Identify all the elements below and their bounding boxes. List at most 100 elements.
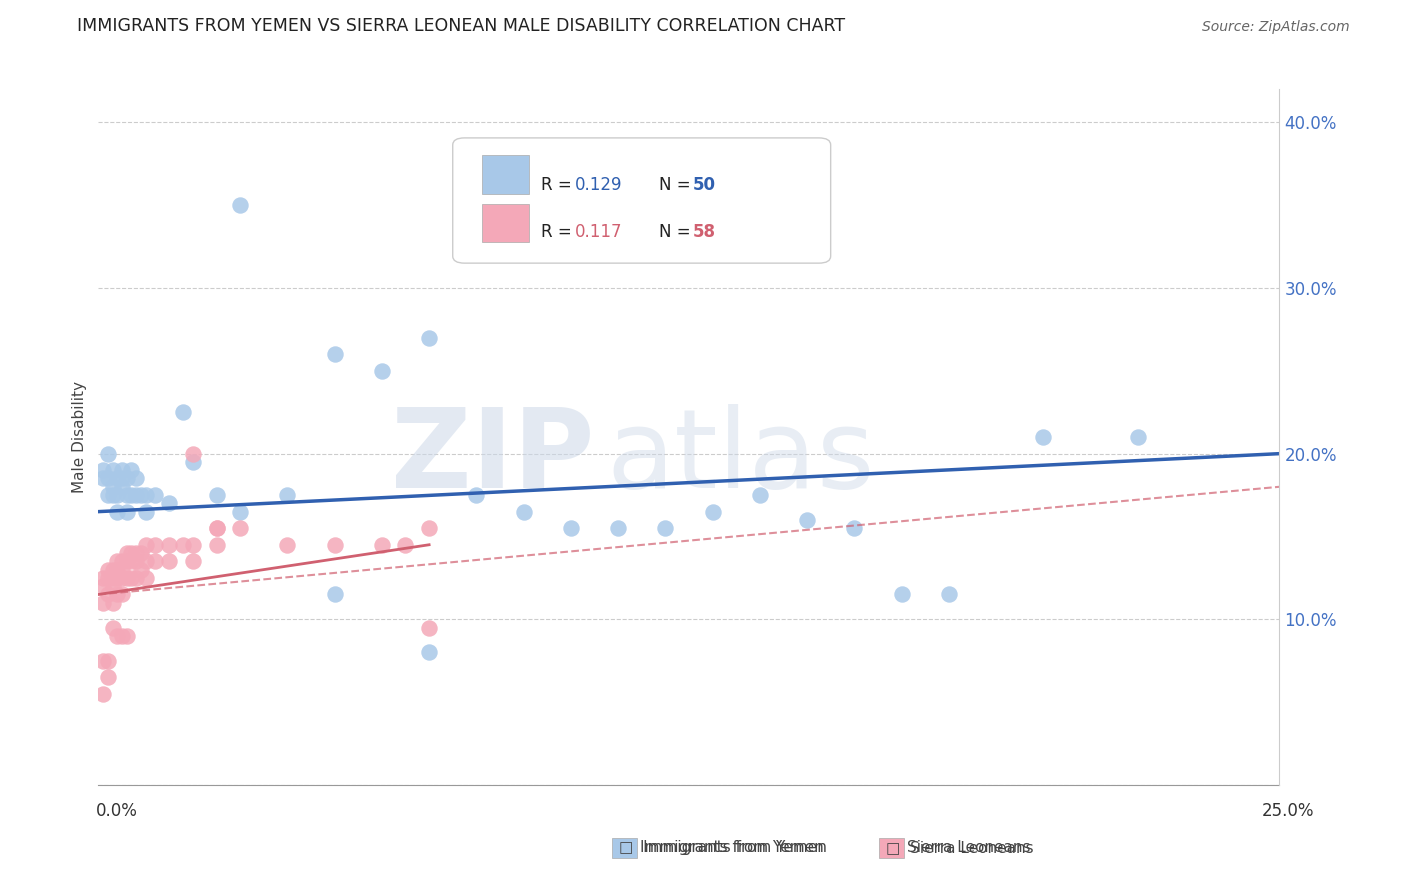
- Point: [181, 455, 204, 469]
- Point: [371, 364, 394, 378]
- Point: [129, 563, 152, 577]
- Point: [105, 571, 128, 585]
- Point: [157, 496, 180, 510]
- Point: [143, 538, 166, 552]
- Point: [323, 538, 346, 552]
- Point: [938, 587, 960, 601]
- Point: [111, 571, 134, 585]
- Point: [276, 488, 298, 502]
- Point: [560, 521, 582, 535]
- Point: [101, 571, 124, 585]
- Point: [105, 471, 128, 485]
- Point: [229, 198, 252, 212]
- Text: IMMIGRANTS FROM YEMEN VS SIERRA LEONEAN MALE DISABILITY CORRELATION CHART: IMMIGRANTS FROM YEMEN VS SIERRA LEONEAN …: [77, 17, 845, 35]
- Point: [97, 471, 120, 485]
- Text: 0.129: 0.129: [575, 177, 621, 194]
- Bar: [612, 838, 637, 858]
- Point: [97, 587, 120, 601]
- Point: [607, 521, 630, 535]
- Point: [105, 488, 128, 502]
- Point: [115, 571, 138, 585]
- Point: [111, 563, 134, 577]
- Point: [181, 538, 204, 552]
- Text: 50: 50: [693, 177, 716, 194]
- Point: [91, 579, 114, 593]
- Point: [121, 571, 143, 585]
- Text: N =: N =: [659, 223, 696, 241]
- Point: [115, 629, 138, 643]
- Point: [101, 463, 124, 477]
- Point: [844, 521, 866, 535]
- FancyBboxPatch shape: [482, 155, 530, 194]
- Point: [323, 347, 346, 361]
- Point: [111, 629, 134, 643]
- Point: [91, 463, 114, 477]
- Point: [125, 571, 148, 585]
- Point: [229, 505, 252, 519]
- Text: 0.0%: 0.0%: [96, 802, 138, 820]
- Point: [121, 546, 143, 560]
- Point: [105, 629, 128, 643]
- Point: [135, 505, 157, 519]
- Point: [181, 554, 204, 568]
- Point: [129, 546, 152, 560]
- Point: [890, 587, 912, 601]
- Point: [135, 571, 157, 585]
- Point: [418, 621, 440, 635]
- Text: R =: R =: [541, 223, 578, 241]
- Point: [205, 488, 228, 502]
- Point: [418, 521, 440, 535]
- Point: [748, 488, 770, 502]
- Point: [654, 521, 676, 535]
- Text: Source: ZipAtlas.com: Source: ZipAtlas.com: [1202, 21, 1350, 34]
- Text: □  Sierra Leoneans: □ Sierra Leoneans: [886, 840, 1033, 855]
- Point: [97, 563, 120, 577]
- Point: [105, 505, 128, 519]
- Point: [205, 521, 228, 535]
- Point: [105, 554, 128, 568]
- Point: [1126, 430, 1149, 444]
- Point: [105, 587, 128, 601]
- Point: [115, 488, 138, 502]
- Point: [371, 538, 394, 552]
- Point: [205, 521, 228, 535]
- Point: [229, 521, 252, 535]
- Point: [111, 471, 134, 485]
- Point: [111, 480, 134, 494]
- Point: [418, 331, 440, 345]
- Point: [121, 554, 143, 568]
- Text: N =: N =: [659, 177, 696, 194]
- Point: [702, 505, 724, 519]
- Point: [143, 554, 166, 568]
- Text: 25.0%: 25.0%: [1263, 802, 1315, 820]
- Text: 58: 58: [693, 223, 716, 241]
- FancyBboxPatch shape: [482, 204, 530, 243]
- Point: [111, 463, 134, 477]
- Point: [125, 546, 148, 560]
- Point: [121, 463, 143, 477]
- Point: [1032, 430, 1054, 444]
- Point: [91, 571, 114, 585]
- Point: [172, 405, 194, 419]
- Point: [157, 554, 180, 568]
- Point: [115, 505, 138, 519]
- Point: [512, 505, 534, 519]
- Point: [101, 596, 124, 610]
- Point: [172, 538, 194, 552]
- Point: [91, 654, 114, 668]
- Text: Immigrants from Yemen: Immigrants from Yemen: [640, 840, 824, 855]
- Point: [121, 488, 143, 502]
- Point: [111, 587, 134, 601]
- Point: [97, 654, 120, 668]
- Y-axis label: Male Disability: Male Disability: [72, 381, 87, 493]
- Text: R =: R =: [541, 177, 578, 194]
- Point: [143, 488, 166, 502]
- Point: [115, 554, 138, 568]
- Point: [129, 488, 152, 502]
- Text: □  Immigrants from Yemen: □ Immigrants from Yemen: [619, 840, 827, 855]
- Point: [97, 670, 120, 684]
- Point: [323, 587, 346, 601]
- Point: [135, 538, 157, 552]
- Point: [115, 546, 138, 560]
- Point: [105, 563, 128, 577]
